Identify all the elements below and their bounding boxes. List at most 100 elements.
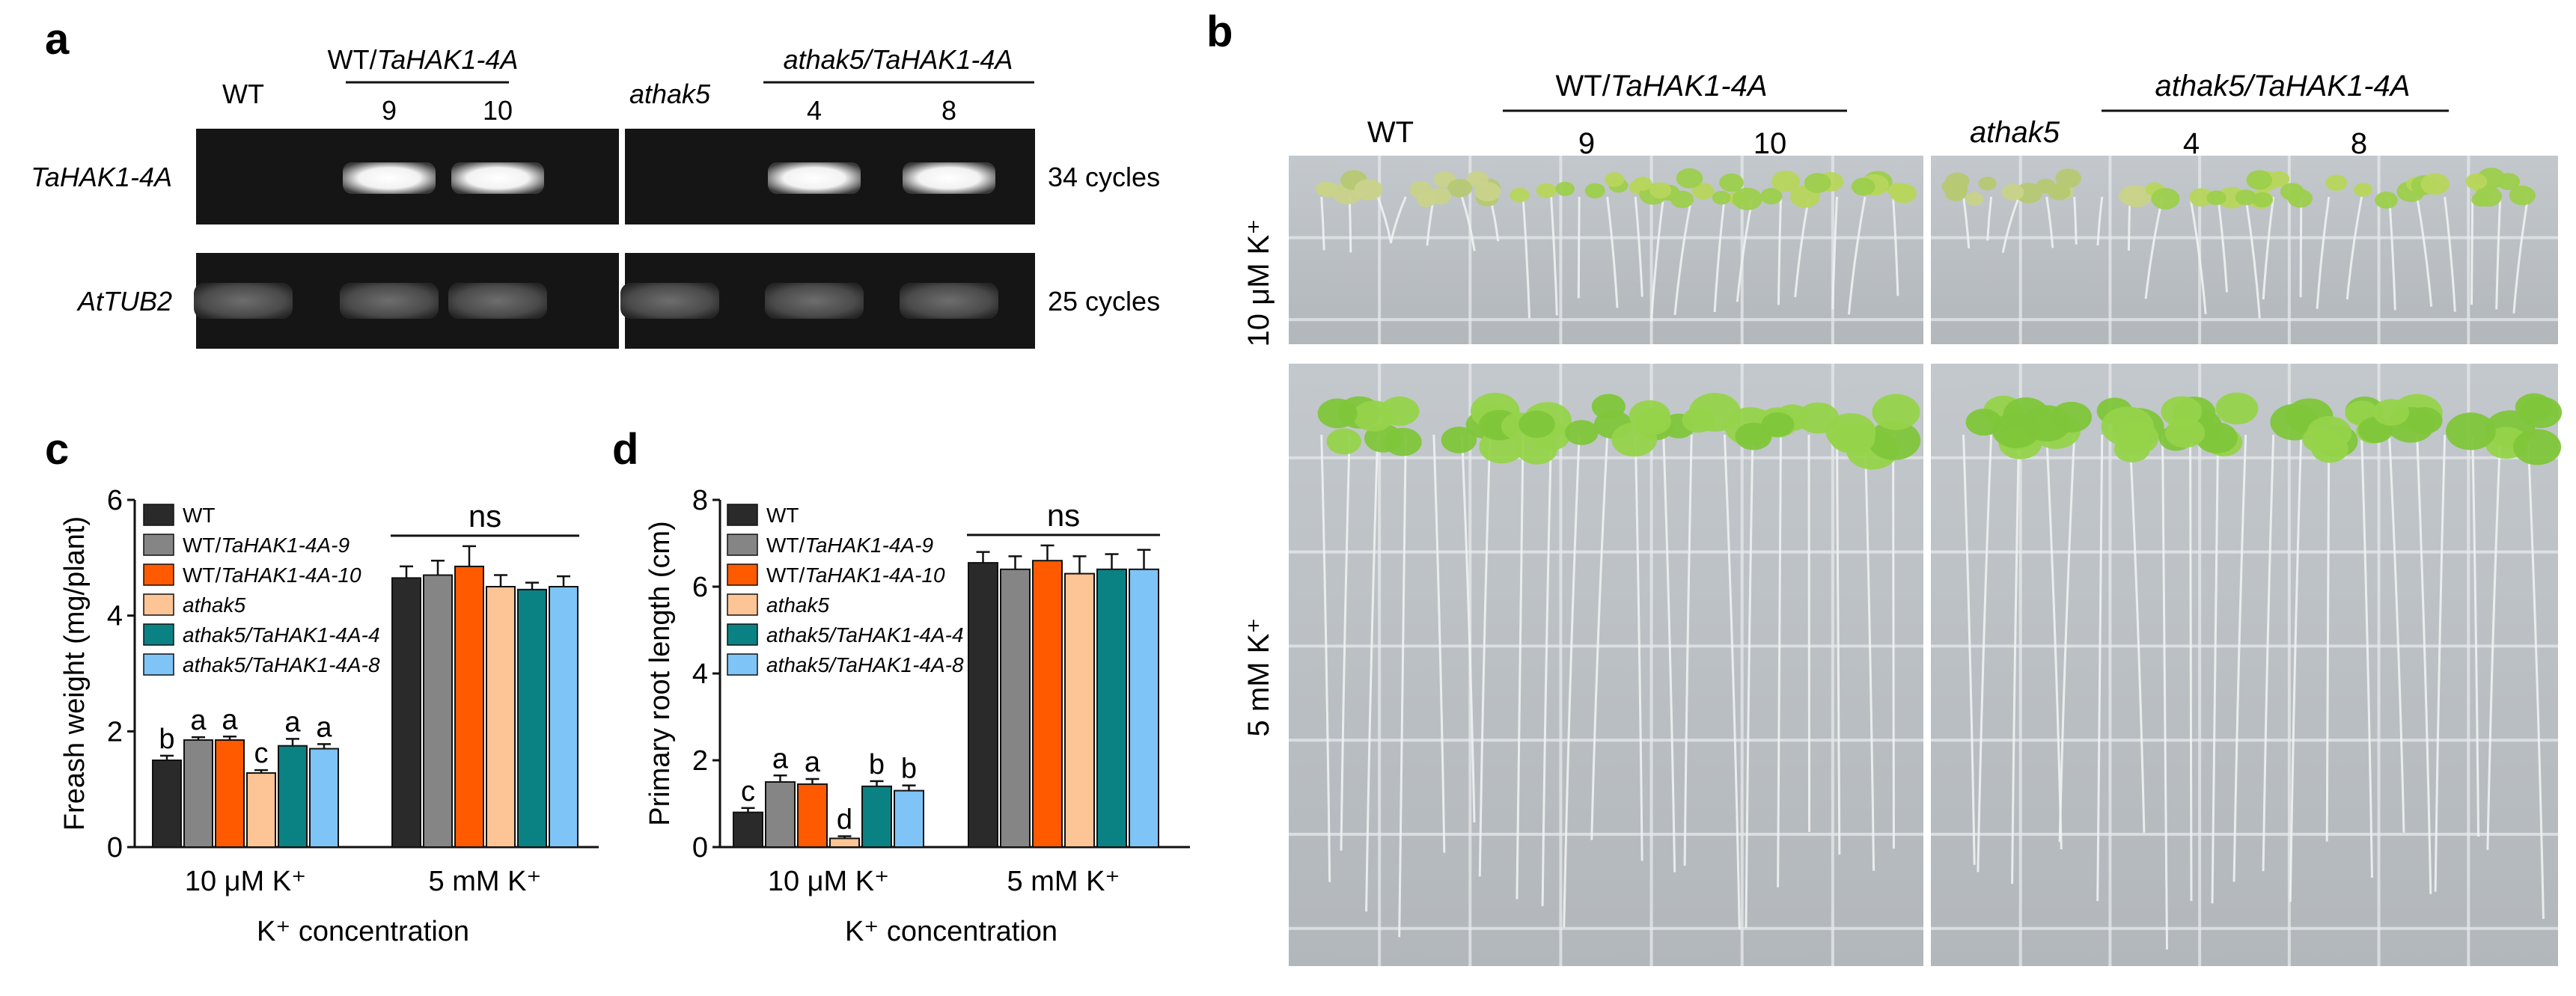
legend-italic: TaHAK1-4A-9 (805, 534, 933, 557)
seedling-leaf (1978, 177, 1997, 191)
seedling-leaf (2375, 191, 2398, 209)
gel-header-wt: WT (222, 79, 264, 109)
seedling-root (2128, 434, 2146, 833)
legend-prefix: WT/ (766, 534, 805, 557)
significance-letter: b (869, 749, 885, 780)
seedling-leaf (1584, 183, 1605, 199)
y-tick-label: 0 (107, 832, 123, 864)
seedling-root (2527, 434, 2545, 919)
seedling-leaf (2420, 173, 2450, 195)
seedling-root (1563, 434, 1581, 928)
seedling-leaf (1629, 400, 1670, 432)
seedling-leaf (2101, 406, 2155, 447)
legend-italic: TaHAK1-4A-10 (221, 563, 361, 587)
bar (517, 588, 547, 848)
legend-swatch (727, 593, 758, 616)
seedling-root (1777, 196, 1782, 305)
seedling-root (2470, 196, 2474, 305)
seedling-leaf (1965, 192, 1984, 207)
seedling-leaf (1872, 394, 1920, 430)
seedling-root (1432, 434, 1446, 853)
seedling-leaf (1474, 182, 1501, 202)
legend-swatch (143, 653, 174, 676)
seedling-root (2001, 196, 2021, 254)
significance-letter: b (159, 724, 174, 755)
gel-band (768, 162, 861, 194)
seedling-root (1550, 196, 1558, 316)
seedling-leaf (2122, 185, 2152, 208)
seedling-leaf (1649, 182, 1672, 199)
seedling-leaf (2215, 392, 2259, 425)
bar (309, 748, 339, 848)
gel-row-cycles-label: 34 cycles (1048, 162, 1160, 192)
legend-swatch (143, 563, 174, 586)
seedling-root (2217, 196, 2228, 293)
bar (1064, 572, 1095, 848)
seedling-leaf (2353, 183, 2372, 197)
legend-plain: WT (766, 504, 799, 527)
seedling-leaf (1447, 179, 1472, 198)
condition-label-high: 5 mM K⁺ (1242, 618, 1275, 737)
seedling-leaf (1384, 427, 1422, 456)
fresh-weight-chart: 0 2 4 6 Freash weight (mg/plant) K⁺ concentra… (59, 485, 599, 947)
seedling-leaf (2055, 168, 2081, 189)
plate-header-wt-tahak: WT/TaHAK1-4A (1555, 70, 1767, 103)
gel-band (620, 283, 719, 319)
legend-swatch (143, 534, 174, 556)
seedling-root (1365, 434, 1379, 912)
seedling-leaf (2325, 174, 2348, 192)
seedling-root (1577, 196, 1581, 299)
seedling-root (1389, 196, 1407, 244)
seedling-leaf (1353, 400, 1395, 432)
seedling-leaf (1868, 421, 1921, 460)
legend-swatch (143, 504, 174, 526)
plate-header-athak5-tahak: athak5/TaHAK1-4A (2155, 70, 2411, 103)
seedling-leaf (2165, 418, 2206, 448)
gel-row-gene-label: AtTUB2 (76, 286, 172, 317)
seedling-root (2232, 434, 2247, 882)
gel-band (900, 283, 998, 319)
seedling-root (2262, 434, 2275, 872)
seedling-leaf (1676, 168, 1703, 189)
plate-line-4: 4 (2183, 127, 2200, 160)
gel-band (451, 162, 544, 194)
bar (861, 785, 892, 849)
gel-band (194, 283, 293, 319)
y-tick-label: 6 (692, 572, 708, 603)
bar (797, 783, 828, 849)
seedling-leaf (2373, 399, 2409, 427)
gel-lane-10: 10 (483, 95, 513, 126)
seedling-root (1478, 434, 1492, 877)
panel-a: a WT WT/TaHAK1-4A 9 10 athak5 athak5/TaH… (31, 15, 1160, 349)
seedling-plates (1289, 156, 2563, 966)
seedling-leaf (2235, 189, 2256, 206)
seedling-leaf (2515, 393, 2554, 422)
seedling-root (1713, 196, 1726, 313)
seedling-root (1962, 434, 1976, 865)
seedling-root (2388, 196, 2396, 311)
bar (1096, 568, 1127, 848)
y-axis-label: Primary root length (cm) (644, 521, 676, 826)
legend-swatch (727, 563, 758, 586)
seedling-leaf (2280, 183, 2304, 201)
legend-italic: athak5/TaHAK1-4A-8 (183, 653, 380, 676)
seedling-leaf (2445, 412, 2496, 450)
legend-label: athak5/TaHAK1-4A-4 (766, 623, 964, 647)
seedling-root (2388, 434, 2405, 833)
legend-swatch (143, 623, 174, 646)
seedling-root (2262, 196, 2275, 300)
legend-plain: WT (183, 504, 216, 527)
seedling-root (1516, 434, 1524, 899)
seedling-root (1831, 196, 1839, 310)
seedling-leaf (2151, 188, 2180, 210)
seedling-root (2486, 434, 2502, 850)
seedling-leaf (1691, 183, 1715, 200)
x-category-label: 5 mM K⁺ (1007, 866, 1120, 897)
legend-label: WT/TaHAK1-4A-9 (766, 534, 933, 557)
seedling-root (1962, 196, 1971, 248)
condition-label-low: 10 μM K⁺ (1242, 219, 1275, 347)
bar (278, 745, 308, 849)
gel-row-cycles-label: 25 cycles (1048, 286, 1160, 317)
seedling-root (1398, 434, 1407, 938)
